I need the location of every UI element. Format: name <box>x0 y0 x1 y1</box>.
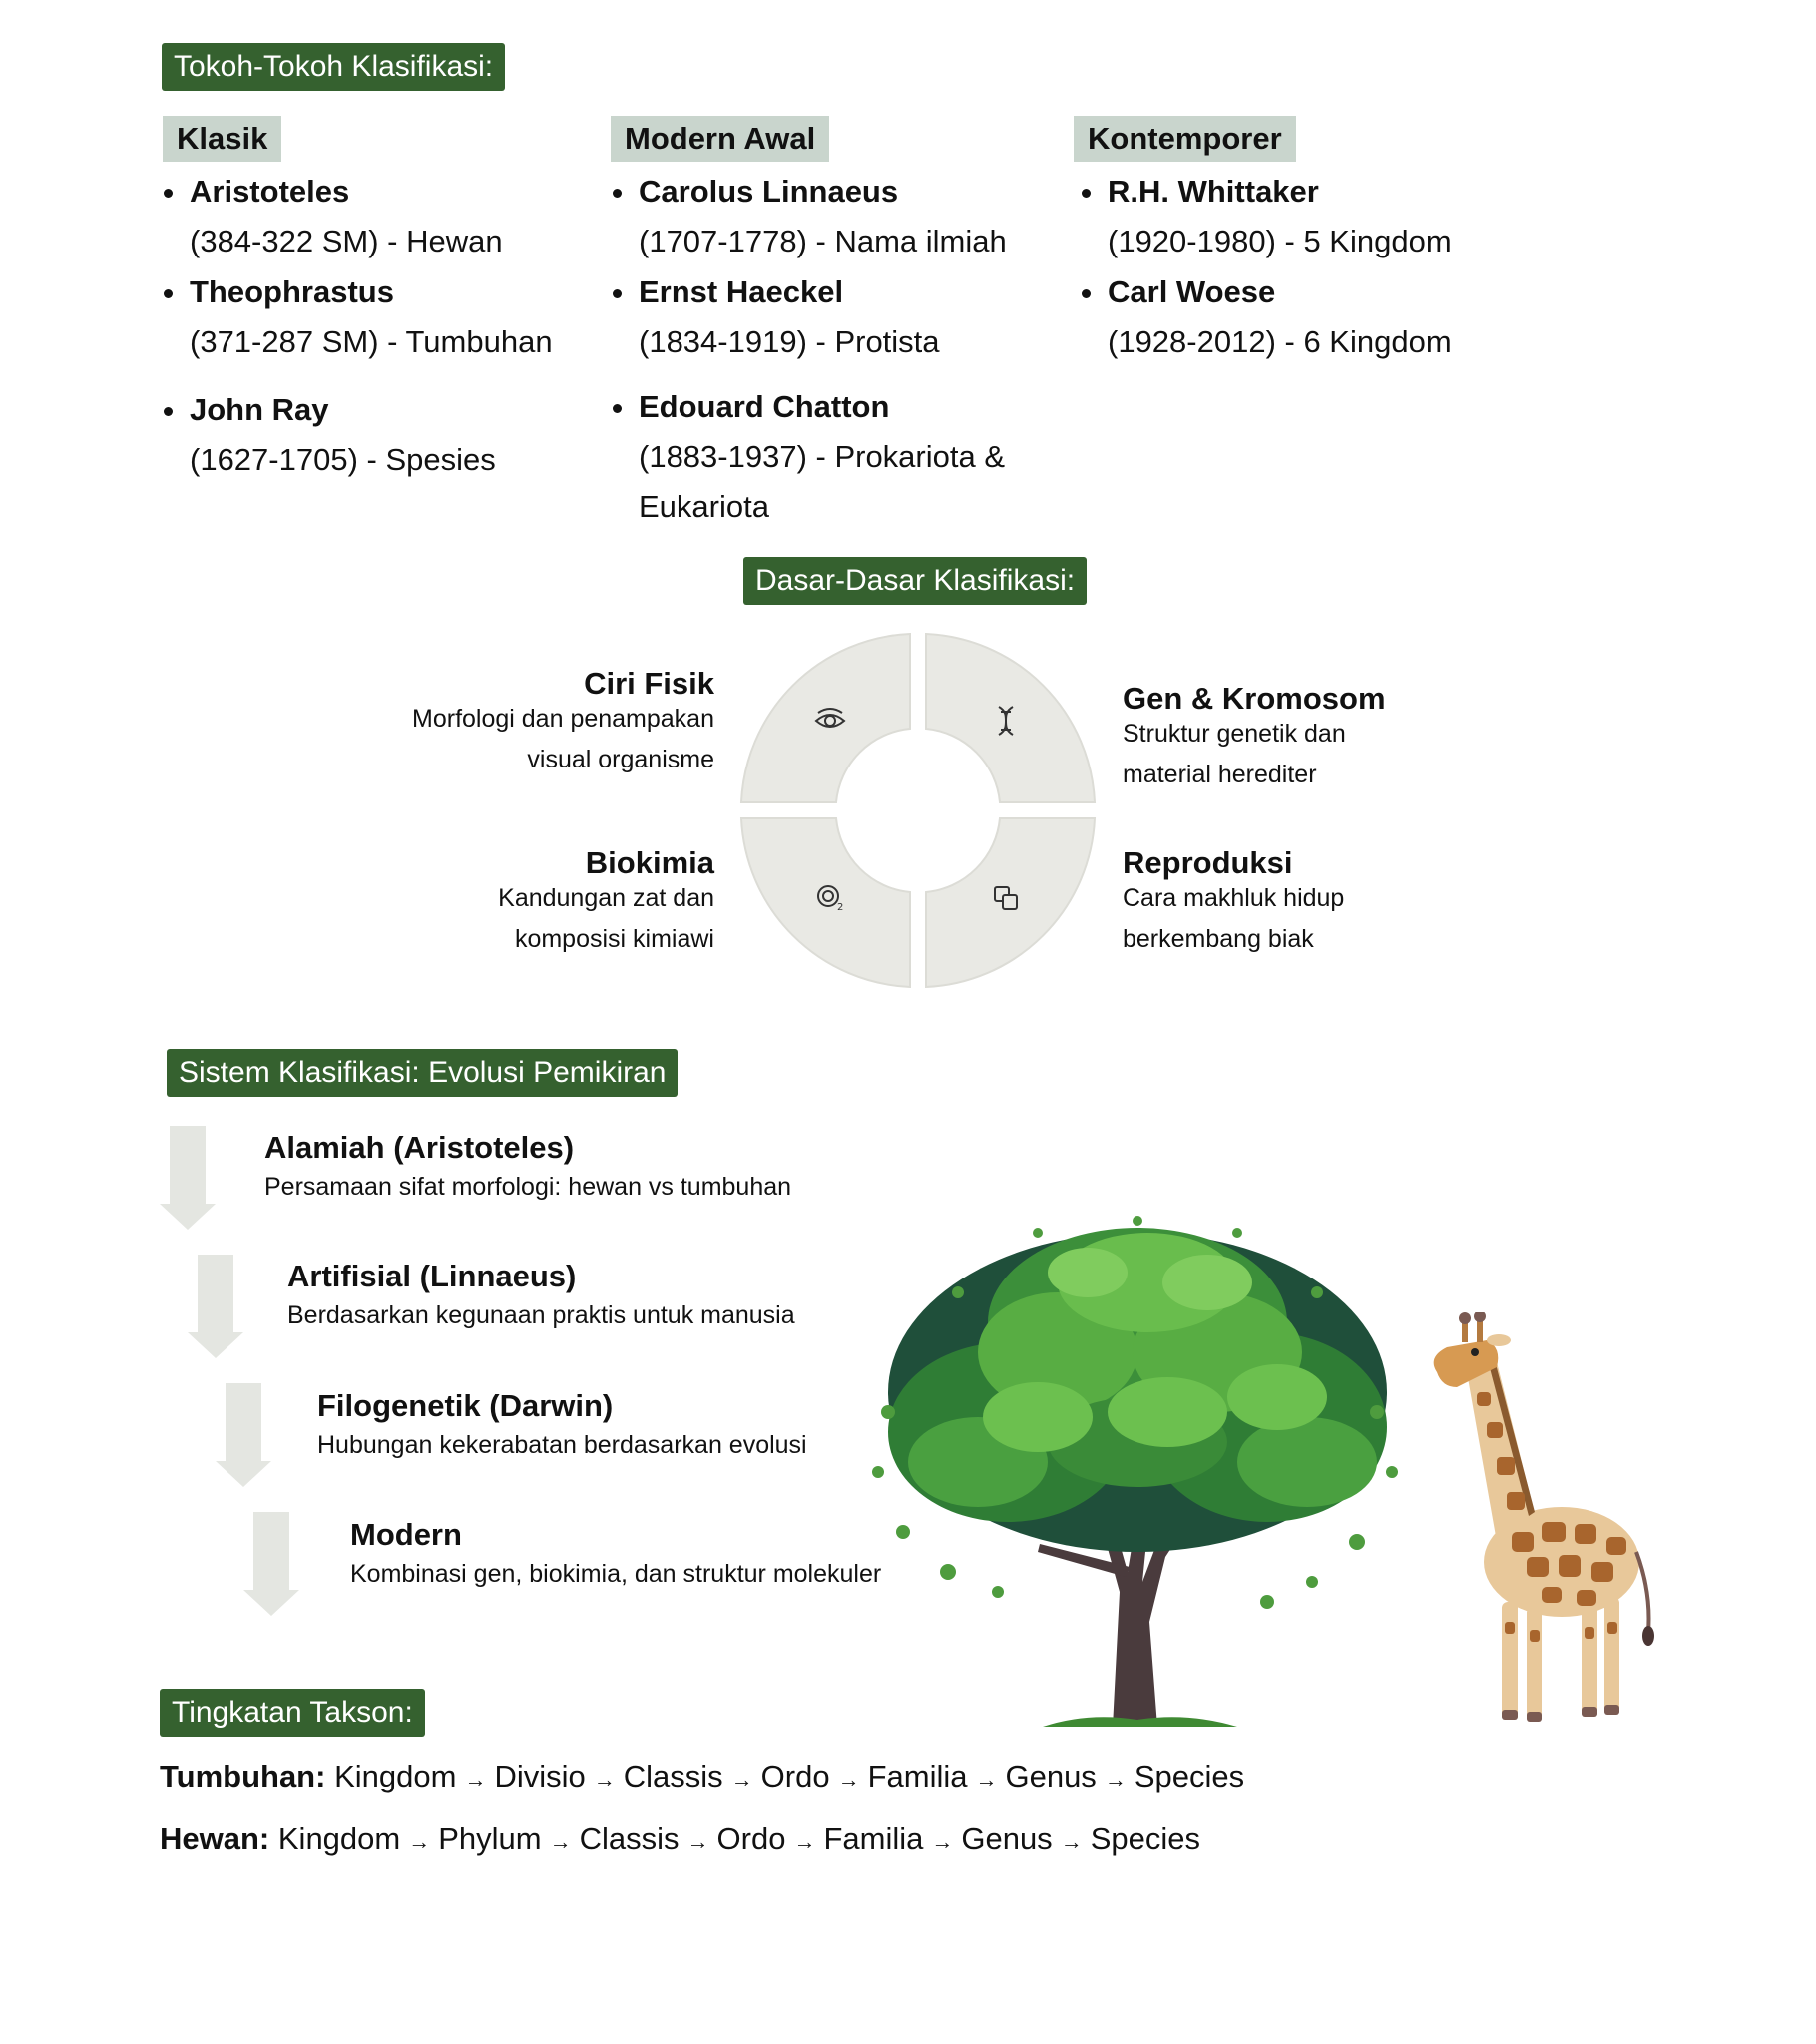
person-ernst-haeckel: Ernst Haeckel (1834-1919) - Protista <box>611 267 940 367</box>
person-name: Ernst Haeckel <box>611 267 940 317</box>
taxon-level: Classis <box>579 1821 680 1856</box>
basis-title-ciri-fisik: Ciri Fisik <box>584 666 714 701</box>
basis-title-gen-kromosom: Gen & Kromosom <box>1123 681 1386 716</box>
person-name: Edouard Chatton <box>611 382 1005 432</box>
ring-segment-gen <box>925 632 1097 803</box>
person-aristoteles: Aristoteles (384-322 SM) - Hewan <box>162 167 503 266</box>
taxon-row-hewan: Hewan: Kingdom → Phylum → Classis → Ordo → Famil… <box>160 1819 1200 1862</box>
basis-desc-gen-kromosom: Struktur genetik dan material herediter <box>1123 720 1346 788</box>
taxon-level: Familia <box>867 1759 968 1793</box>
person-desc: (1834-1919) - Protista <box>639 324 940 359</box>
person-desc: (1627-1705) - Spesies <box>190 442 496 477</box>
person-name: Aristoteles <box>162 167 503 217</box>
step-arrow-icon <box>188 1255 243 1358</box>
step-desc-alamiah: Persamaan sifat morfologi: hewan vs tumb… <box>264 1173 792 1201</box>
basis-desc-reproduksi: Cara makhluk hidup berkembang biak <box>1123 884 1345 953</box>
person-name: R.H. Whittaker <box>1080 167 1452 217</box>
taxon-row-label: Hewan: <box>160 1821 270 1856</box>
taxon-level: Ordo <box>716 1821 786 1856</box>
arrow-right-icon: → <box>593 1767 616 1791</box>
taxon-level: Kingdom <box>334 1759 457 1793</box>
arrow-right-icon: → <box>975 1767 998 1791</box>
o2-molecule-icon: 2 <box>817 885 843 913</box>
basis-title-reproduksi: Reproduksi <box>1123 845 1293 880</box>
arrow-right-icon: → <box>837 1767 860 1791</box>
step-arrow-icon <box>160 1126 216 1230</box>
arrow-right-icon: → <box>1104 1767 1127 1791</box>
arrow-right-icon: → <box>549 1829 572 1854</box>
taxon-level: Classis <box>623 1759 723 1793</box>
step-title-modern: Modern <box>350 1517 462 1552</box>
arrow-right-icon: → <box>408 1829 431 1854</box>
taxon-level: Divisio <box>494 1759 586 1793</box>
taxon-level: Species <box>1134 1759 1245 1793</box>
step-desc-filogenetik: Hubungan kekerabatan berdasarkan evolusi <box>317 1431 807 1459</box>
person-name: John Ray <box>162 385 496 435</box>
basis-desc-biokimia: Kandungan zat dan komposisi kimiawi <box>498 884 714 953</box>
person-name: Theophrastus <box>162 267 553 317</box>
person-name: Carolus Linnaeus <box>611 167 1007 217</box>
step-desc-modern: Kombinasi gen, biokimia, dan struktur mo… <box>350 1560 882 1588</box>
taxon-row-tumbuhan: Tumbuhan: Kingdom → Divisio → Classis → Ordo → F… <box>160 1757 1244 1799</box>
person-john-ray: John Ray (1627-1705) - Spesies <box>162 385 496 485</box>
section-title-tokoh: Tokoh-Tokoh Klasifikasi: <box>162 43 506 91</box>
taxon-row-label: Tumbuhan: <box>160 1759 326 1793</box>
person-edouard-chatton: Edouard Chatton (1883-1937) - Prokariota… <box>611 382 1005 532</box>
taxon-level: Genus <box>1005 1759 1097 1793</box>
section-title-takson: Tingkatan Takson: <box>160 1689 425 1737</box>
person-desc: (1883-1937) - Prokariota & <box>639 439 1006 474</box>
taxon-level: Genus <box>961 1821 1053 1856</box>
dna-icon <box>998 706 1014 736</box>
step-arrow-icon <box>216 1383 271 1487</box>
arrow-right-icon: → <box>464 1767 487 1791</box>
person-name: Carl Woese <box>1080 267 1452 317</box>
classification-basis-ring: 2 <box>739 632 1097 989</box>
person-desc: (1928-2012) - 6 Kingdom <box>1108 324 1452 359</box>
basis-title-biokimia: Biokimia <box>585 845 714 880</box>
step-title-alamiah: Alamiah (Aristoteles) <box>264 1130 575 1165</box>
taxon-level: Ordo <box>760 1759 830 1793</box>
step-desc-artifisial: Berdasarkan kegunaan praktis untuk manus… <box>287 1301 795 1329</box>
person-desc-continued: Eukariota <box>639 489 769 524</box>
arrow-right-icon: → <box>931 1829 954 1854</box>
person-desc: (1707-1778) - Nama ilmiah <box>639 224 1007 258</box>
taxon-level: Phylum <box>438 1821 542 1856</box>
ring-segment-biokimia <box>739 817 911 989</box>
giraffe-illustration <box>1433 1312 1654 1722</box>
section-title-dasar: Dasar-Dasar Klasifikasi: <box>743 557 1088 605</box>
person-carl-woese: Carl Woese (1928-2012) - 6 Kingdom <box>1080 267 1452 367</box>
arrow-right-icon: → <box>730 1767 753 1791</box>
arrow-right-icon: → <box>686 1829 709 1854</box>
step-arrow-icon <box>243 1512 299 1616</box>
step-title-filogenetik: Filogenetik (Darwin) <box>317 1388 614 1423</box>
arrow-right-icon: → <box>793 1829 816 1854</box>
person-theophrastus: Theophrastus (371-287 SM) - Tumbuhan <box>162 267 553 367</box>
basis-desc-ciri-fisik: Morfologi dan penampakan visual organism… <box>412 705 714 773</box>
person-desc: (1920-1980) - 5 Kingdom <box>1108 224 1452 258</box>
section-title-sistem: Sistem Klasifikasi: Evolusi Pemikiran <box>167 1049 679 1097</box>
arrow-right-icon: → <box>1060 1829 1083 1854</box>
person-desc: (384-322 SM) - Hewan <box>190 224 503 258</box>
column-title-klasik: Klasik <box>163 116 282 162</box>
svg-text:2: 2 <box>837 902 843 913</box>
copy-icon <box>994 886 1018 910</box>
column-title-kontemporer: Kontemporer <box>1074 116 1296 162</box>
tree-illustration <box>872 1216 1398 1727</box>
person-desc: (371-287 SM) - Tumbuhan <box>190 324 553 359</box>
taxon-level: Kingdom <box>277 1821 401 1856</box>
person-carolus-linnaeus: Carolus Linnaeus (1707-1778) - Nama ilmi… <box>611 167 1007 266</box>
taxon-level: Species <box>1090 1821 1200 1856</box>
person-rh-whittaker: R.H. Whittaker (1920-1980) - 5 Kingdom <box>1080 167 1452 266</box>
eye-icon <box>814 708 846 728</box>
step-title-artifisial: Artifisial (Linnaeus) <box>287 1259 577 1293</box>
taxon-level: Familia <box>823 1821 924 1856</box>
column-title-modern-awal: Modern Awal <box>611 116 830 162</box>
